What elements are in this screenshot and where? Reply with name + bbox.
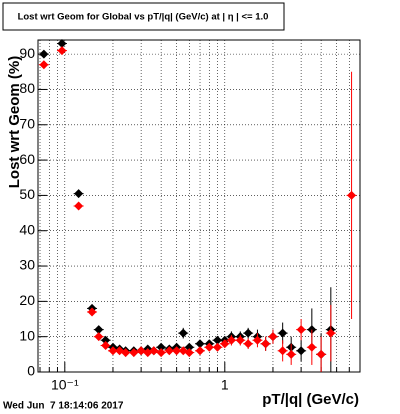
marker <box>296 325 306 335</box>
marker <box>347 190 357 200</box>
marker <box>212 335 222 345</box>
title-box <box>2 2 285 31</box>
marker <box>39 60 49 70</box>
marker <box>307 342 317 352</box>
marker <box>74 189 84 199</box>
x-axis-title: pT/|q| (GeV/c) <box>262 391 359 408</box>
marker <box>172 346 182 356</box>
marker <box>39 49 49 59</box>
marker <box>243 339 253 349</box>
y-tick-label: 20 <box>19 292 35 308</box>
marker <box>74 201 84 211</box>
marker <box>121 348 131 358</box>
marker <box>220 339 230 349</box>
marker <box>156 342 166 352</box>
marker <box>136 346 146 356</box>
y-tick-label: 40 <box>19 221 35 237</box>
y-tick-label: 60 <box>19 151 35 167</box>
marker <box>252 335 262 345</box>
marker <box>184 348 194 358</box>
marker <box>278 328 288 338</box>
x-tick-label: 1 <box>221 377 229 393</box>
x-tick-label: 10⁻¹ <box>51 377 79 393</box>
marker <box>57 46 67 56</box>
y-axis-title: Lost wrt Geom (%) <box>6 56 23 189</box>
marker <box>178 328 188 338</box>
marker <box>204 342 214 352</box>
marker <box>235 335 245 345</box>
marker <box>94 325 104 335</box>
marker <box>108 346 118 356</box>
y-tick-label: 30 <box>19 257 35 273</box>
marker <box>164 346 174 356</box>
marker <box>316 349 326 359</box>
y-tick-label: 90 <box>19 45 35 61</box>
y-tick-label: 0 <box>27 363 35 379</box>
marker <box>326 328 336 338</box>
marker <box>286 349 296 359</box>
marker <box>226 335 236 345</box>
timestamp: Wed Jun 7 18:14:06 2017 <box>3 401 124 412</box>
y-tick-label: 70 <box>19 115 35 131</box>
marker <box>156 348 166 358</box>
marker <box>296 346 306 356</box>
marker <box>261 339 271 349</box>
marker <box>94 332 104 342</box>
y-tick-label: 80 <box>19 80 35 96</box>
marker <box>57 39 67 49</box>
marker <box>212 342 222 352</box>
marker <box>243 328 253 338</box>
marker <box>184 342 194 352</box>
marker <box>195 339 205 349</box>
marker <box>268 332 278 342</box>
marker <box>195 346 205 356</box>
marker <box>101 341 111 351</box>
marker <box>87 307 97 317</box>
y-tick-label: 10 <box>19 327 35 343</box>
chart-title: Lost wrt Geom for Global vs pT/|q| (GeV/… <box>18 12 269 23</box>
marker <box>149 346 159 356</box>
marker <box>101 335 111 345</box>
plot-frame <box>37 39 361 373</box>
marker <box>278 346 288 356</box>
marker <box>129 348 139 358</box>
y-tick-label: 50 <box>19 186 35 202</box>
